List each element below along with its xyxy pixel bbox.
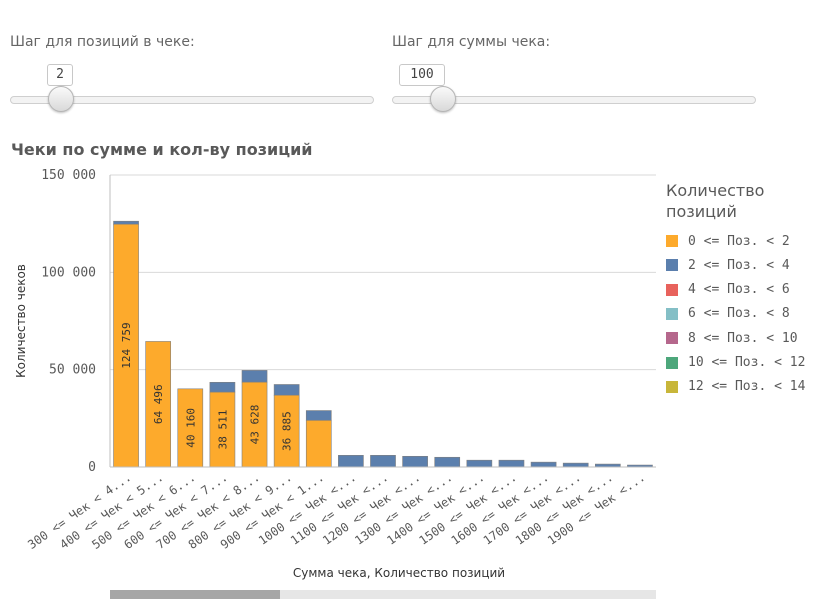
data-label: 64 496 [152, 384, 165, 424]
sum-step-track[interactable] [392, 96, 756, 104]
bar-segment [402, 455, 428, 468]
position-step-thumb[interactable] [48, 86, 74, 112]
legend-label: 6 <= Поз. < 8 [688, 306, 790, 322]
data-label: 43 628 [249, 405, 262, 445]
position-step-track[interactable] [10, 96, 374, 104]
bar-segment [209, 391, 236, 468]
bar-segment [113, 220, 139, 225]
bar-segment [241, 370, 268, 383]
legend-label: 8 <= Поз. < 10 [688, 330, 798, 346]
legend-label: 10 <= Поз. < 12 [688, 355, 806, 370]
legend-label: 0 <= Поз. < 2 [688, 233, 790, 249]
legend-label: 2 <= Поз. < 4 [688, 257, 790, 273]
chart-title: Чеки по сумме и кол-ву позиций [11, 140, 313, 159]
legend-title: Количество позиций [666, 181, 765, 221]
legend-swatch [666, 356, 678, 369]
chart-scrollbar-thumb[interactable] [110, 590, 280, 599]
legend-item[interactable]: 8 <= Поз. < 10 [666, 328, 798, 348]
legend-item[interactable]: 6 <= Поз. < 8 [666, 304, 790, 324]
bar-segment [209, 381, 236, 393]
chart-scrollbar[interactable] [110, 590, 656, 599]
y-tick-label: 100 000 [41, 265, 96, 280]
y-tick-label: 50 000 [49, 363, 96, 378]
sum-step-thumb[interactable] [430, 86, 456, 112]
bar-segment [273, 394, 300, 468]
bar-segment [466, 459, 493, 468]
legend-swatch [666, 307, 678, 320]
bar-segment [273, 384, 300, 396]
legend-swatch [666, 332, 678, 345]
legend-swatch [666, 235, 678, 247]
bar-segment [338, 455, 364, 468]
bar-segment [305, 419, 332, 468]
legend-swatch [666, 283, 678, 296]
legend-swatch [666, 259, 678, 272]
bar-segment [177, 388, 204, 468]
bar-segment [241, 381, 268, 468]
x-axis-title: Сумма чека, Количество позиций [293, 566, 505, 580]
legend-label: 4 <= Поз. < 6 [688, 282, 790, 298]
y-tick-label: 0 [88, 460, 96, 475]
legend-swatch [666, 380, 678, 393]
legend-item[interactable]: 4 <= Поз. < 6 [666, 280, 790, 300]
bar-segment [370, 455, 396, 468]
y-axis-title: Количество чеков [14, 264, 28, 378]
bar-segment [530, 461, 557, 468]
legend-label: 12 <= Поз. < 14 [688, 379, 806, 395]
data-label: 36 885 [281, 411, 294, 451]
legend-item[interactable]: 12 <= Поз. < 14 [666, 377, 805, 397]
legend-item[interactable]: 2 <= Поз. < 4 [666, 255, 790, 275]
legend-item[interactable]: 0 <= Поз. < 2 [666, 231, 790, 251]
bar-segment [498, 459, 525, 468]
position-step-label: Шаг для позиций в чеке: [10, 34, 195, 50]
data-label: 38 511 [216, 410, 229, 450]
data-label: 124 759 [120, 322, 133, 368]
position-step-value[interactable]: 2 [47, 64, 73, 86]
bar-segment [305, 410, 332, 421]
bar-segment [434, 456, 461, 468]
data-label: 40 160 [184, 408, 197, 448]
legend-item[interactable]: 10 <= Поз. < 12 [666, 353, 805, 373]
sum-step-value[interactable]: 100 [399, 64, 445, 86]
bar-segment [145, 341, 172, 468]
sum-step-label: Шаг для суммы чека: [392, 34, 551, 50]
y-tick-label: 150 000 [41, 168, 96, 183]
bar-segment [562, 462, 589, 468]
